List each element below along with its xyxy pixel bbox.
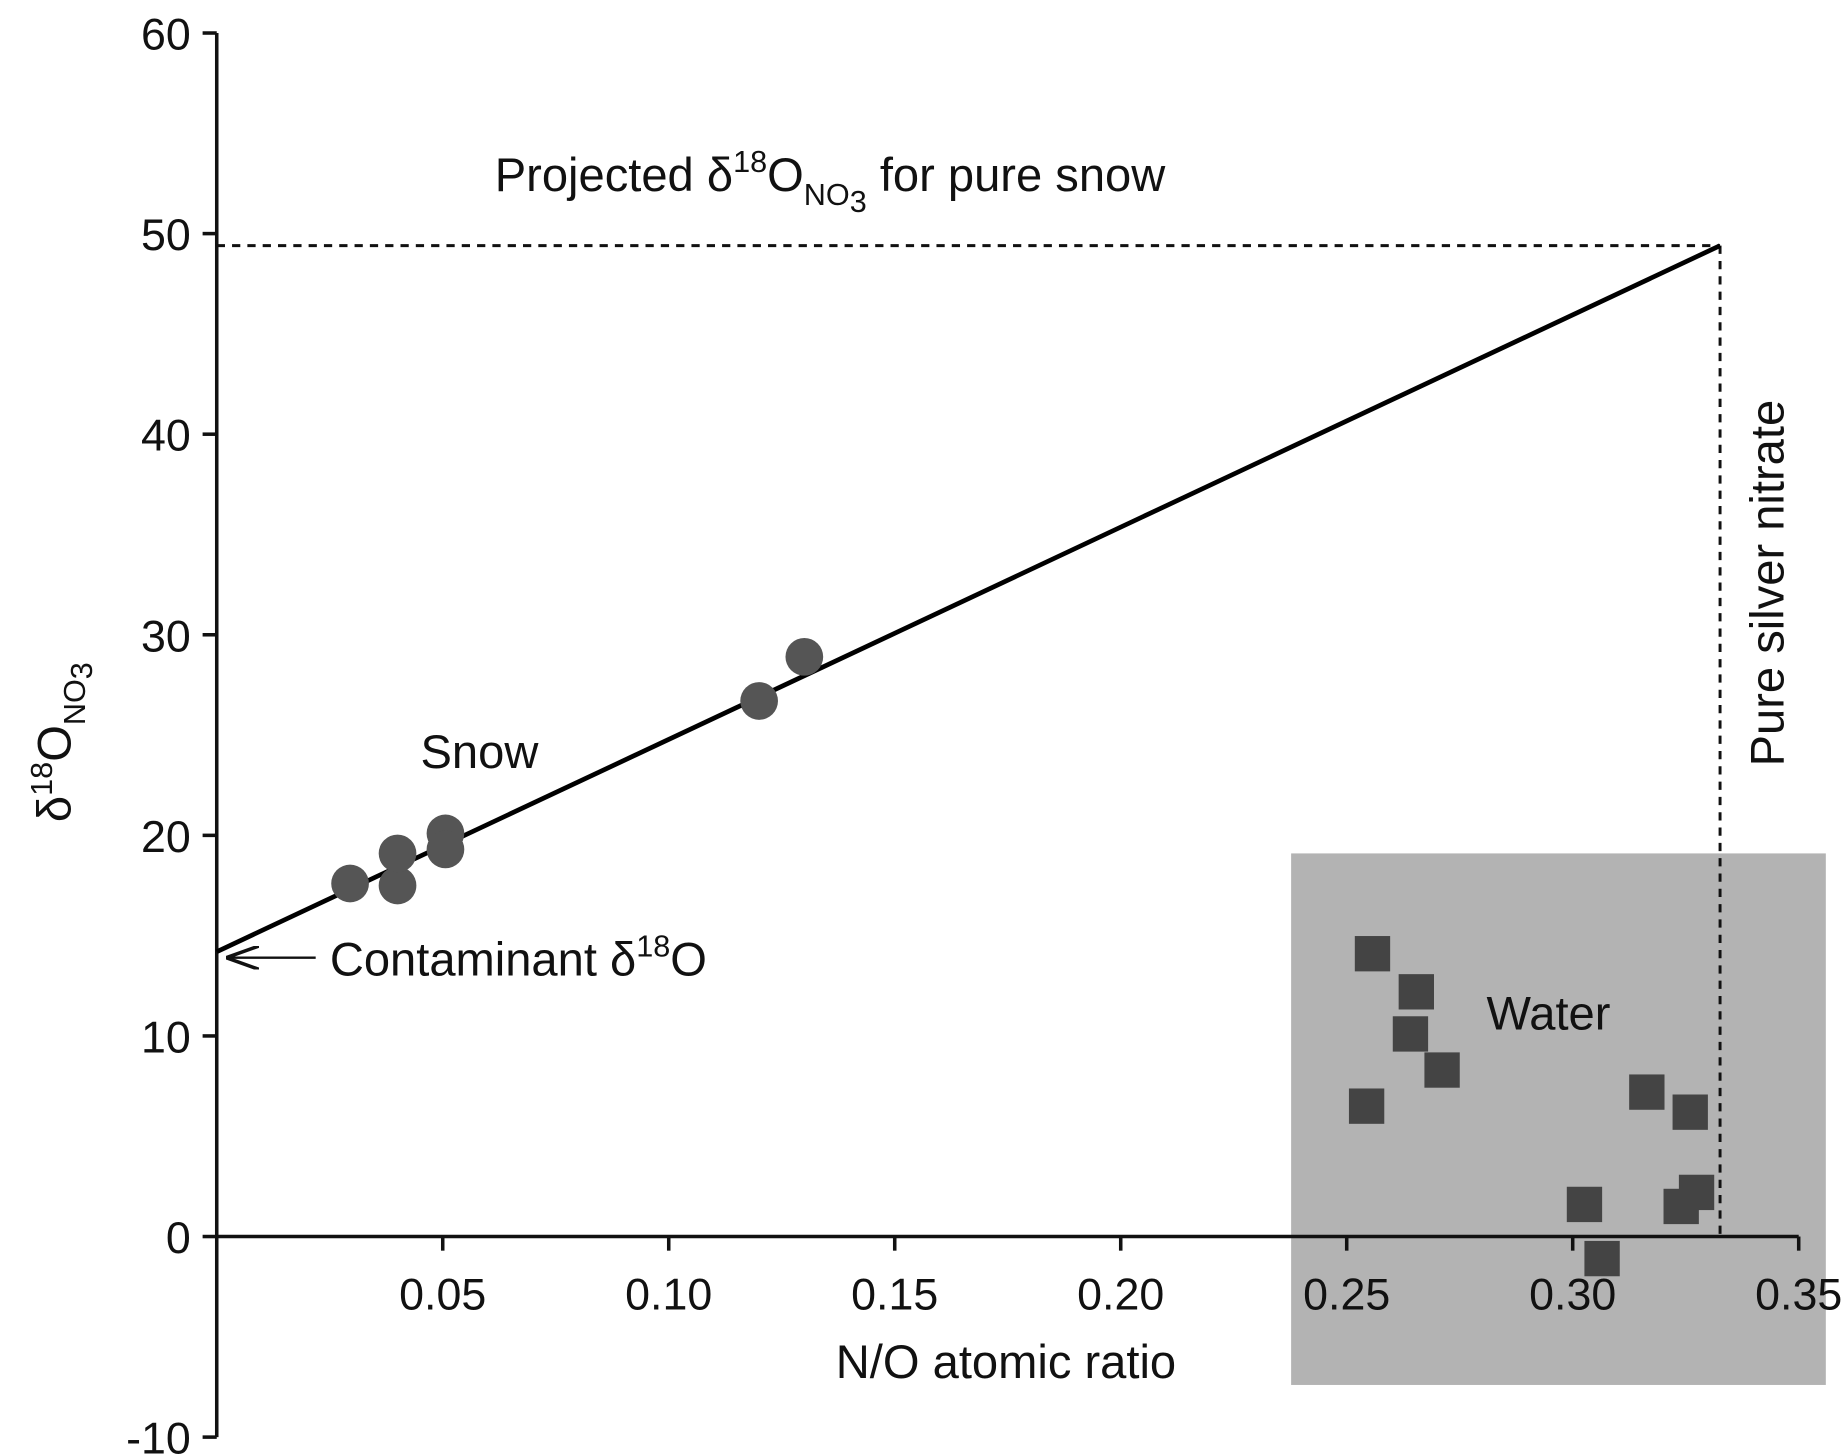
series-label: Water xyxy=(1487,987,1611,1040)
y-tick-label: 0 xyxy=(166,1213,191,1263)
y-tick-label: 30 xyxy=(141,611,191,661)
y-tick-label: -10 xyxy=(126,1414,191,1456)
x-tick-label: 0.10 xyxy=(625,1270,712,1320)
water-point xyxy=(1424,1052,1460,1088)
water-point xyxy=(1354,936,1391,972)
x-tick-label: 0.35 xyxy=(1755,1270,1842,1320)
snow-point xyxy=(426,830,465,869)
contaminant-label: Contaminant δ18O xyxy=(330,930,707,986)
snow-point xyxy=(785,637,824,676)
snow-point xyxy=(331,864,369,903)
silver-label: Pure silver nitrate xyxy=(1740,400,1793,767)
y-tick-label: 20 xyxy=(141,812,191,862)
y-tick-label: 60 xyxy=(141,10,191,60)
x-axis-label: N/O atomic ratio xyxy=(836,1335,1176,1388)
x-tick-label: 0.30 xyxy=(1529,1270,1616,1320)
water-point xyxy=(1584,1240,1620,1277)
snow-point xyxy=(740,682,778,720)
series-label: Snow xyxy=(421,725,540,778)
y-tick-label: 40 xyxy=(141,411,191,461)
projected-label: Projected δ18ONO3 for pure snow xyxy=(495,145,1166,219)
x-tick-label: 0.15 xyxy=(851,1270,938,1320)
x-tick-label: 0.20 xyxy=(1077,1270,1164,1320)
water-point xyxy=(1629,1074,1665,1110)
x-tick-label: 0.05 xyxy=(399,1270,486,1320)
y-axis-label: δ18ONO3 xyxy=(25,662,99,822)
x-tick-label: 0.25 xyxy=(1303,1270,1390,1320)
fit-line xyxy=(215,243,1722,954)
y-tick-label: 10 xyxy=(141,1012,191,1062)
water-point xyxy=(1348,1088,1385,1124)
water-point xyxy=(1398,974,1434,1010)
water-point xyxy=(1678,1174,1715,1211)
water-point xyxy=(1672,1094,1708,1130)
water-point xyxy=(1392,1016,1429,1052)
water-point xyxy=(1566,1186,1603,1223)
snow-point xyxy=(378,834,417,873)
snow-point xyxy=(378,866,417,905)
y-tick-label: 50 xyxy=(141,210,191,260)
